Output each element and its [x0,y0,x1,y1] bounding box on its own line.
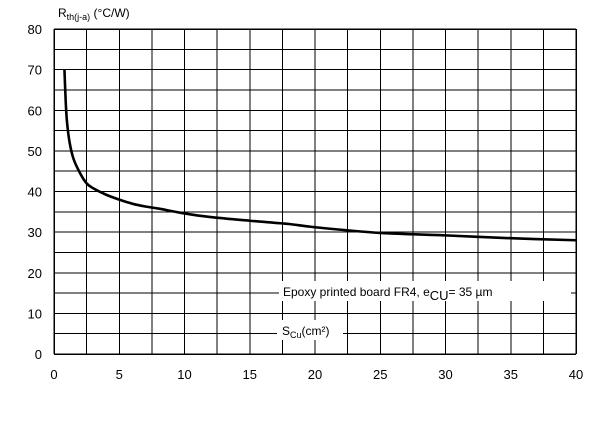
x-tick-label: 30 [438,367,452,382]
chart-tick-labels: 0 5 10 15 20 25 30 35 40 0 10 20 30 40 50 60 70 80 [28,22,584,382]
x-axis-title-sub: Cu [290,330,302,340]
y-tick-label: 30 [28,225,42,240]
annotation-main: Epoxy printed board FR4, e [283,285,430,299]
x-tick-label: 20 [308,367,322,382]
x-tick-label: 40 [569,367,583,382]
y-tick-label: 50 [28,144,42,159]
y-axis-title: Rth(j-a) (°C/W) [58,6,130,22]
y-tick-label: 10 [28,306,42,321]
y-tick-label: 70 [28,63,42,78]
y-tick-label: 60 [28,103,42,118]
x-axis-title-unit: (cm²) [302,324,330,338]
thermal-resistance-curve [63,69,577,242]
y-axis-title-main: R [58,6,67,20]
x-axis-title: SCu(cm²) [282,324,330,340]
annotation-tail: = 35 µm [449,285,493,299]
chart-series [63,69,577,242]
x-axis-title-main: S [282,324,290,338]
x-tick-label: 10 [177,367,191,382]
x-tick-label: 35 [504,367,518,382]
y-axis-title-unit: (°C/W) [90,6,129,20]
annotation-sub: CU [430,288,449,303]
y-tick-label: 40 [28,185,42,200]
y-tick-label: 0 [35,347,42,362]
board-annotation: Epoxy printed board FR4, eCU= 35 µm [283,285,492,303]
chart-grid [53,28,577,355]
annotation-background [279,281,571,301]
x-tick-label: 0 [50,367,57,382]
x-tick-label: 15 [243,367,257,382]
y-tick-label: 20 [28,266,42,281]
x-tick-label: 25 [373,367,387,382]
y-axis-title-sub: th(j-a) [67,12,91,22]
x-axis-title-background [277,320,343,340]
y-tick-label: 80 [28,22,42,37]
x-tick-label: 5 [116,367,123,382]
